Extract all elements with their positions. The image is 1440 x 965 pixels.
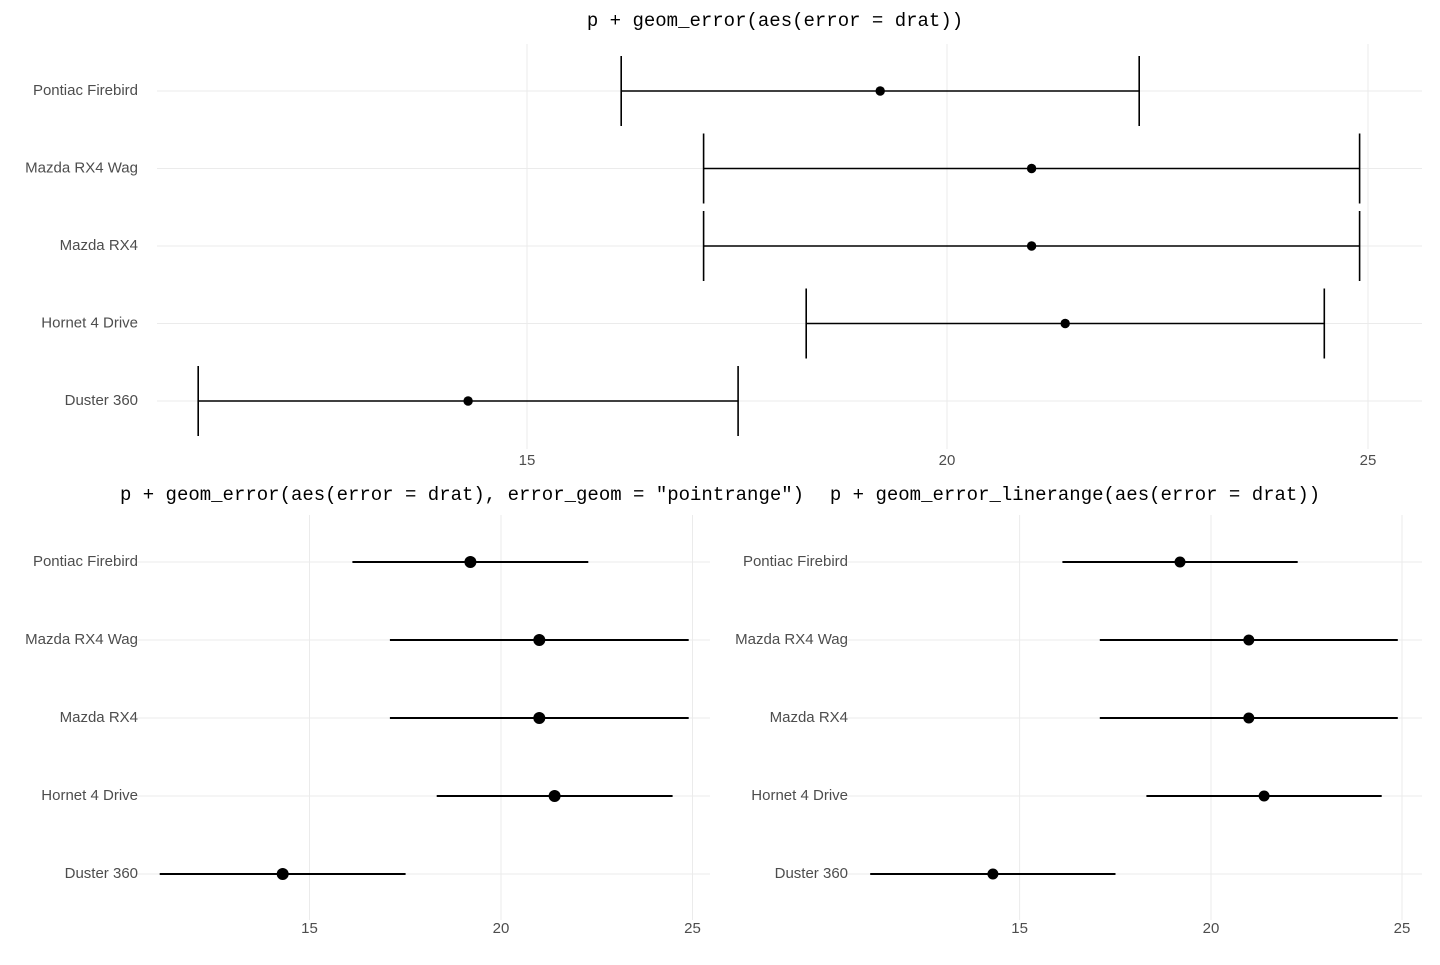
- svg-text:25: 25: [1360, 452, 1377, 469]
- svg-text:20: 20: [1203, 920, 1220, 937]
- svg-text:Mazda RX4 Wag: Mazda RX4 Wag: [25, 631, 138, 648]
- svg-text:Mazda RX4: Mazda RX4: [770, 709, 848, 726]
- svg-text:Duster 360: Duster 360: [65, 865, 138, 882]
- svg-text:p + geom_error(aes(error = dra: p + geom_error(aes(error = drat), error_…: [120, 484, 804, 506]
- svg-text:15: 15: [301, 920, 318, 937]
- svg-text:Duster 360: Duster 360: [775, 865, 848, 882]
- svg-text:Hornet 4 Drive: Hornet 4 Drive: [41, 787, 138, 804]
- svg-text:20: 20: [939, 452, 956, 469]
- svg-text:Hornet 4 Drive: Hornet 4 Drive: [41, 315, 138, 332]
- svg-text:Mazda RX4: Mazda RX4: [60, 237, 138, 254]
- svg-text:Mazda RX4 Wag: Mazda RX4 Wag: [25, 160, 138, 177]
- svg-text:15: 15: [1011, 920, 1028, 937]
- svg-text:p + geom_error(aes(error = dra: p + geom_error(aes(error = drat)): [587, 10, 963, 32]
- svg-text:15: 15: [519, 452, 536, 469]
- svg-text:20: 20: [493, 920, 510, 937]
- svg-text:25: 25: [1394, 920, 1411, 937]
- svg-text:Mazda RX4: Mazda RX4: [60, 709, 138, 726]
- svg-text:p + geom_error_linerange(aes(e: p + geom_error_linerange(aes(error = dra…: [830, 484, 1320, 506]
- svg-text:25: 25: [684, 920, 701, 937]
- svg-text:Duster 360: Duster 360: [65, 392, 138, 409]
- svg-text:Pontiac Firebird: Pontiac Firebird: [33, 553, 138, 570]
- svg-text:Hornet 4 Drive: Hornet 4 Drive: [751, 787, 848, 804]
- svg-text:Pontiac Firebird: Pontiac Firebird: [33, 82, 138, 99]
- svg-text:Mazda RX4 Wag: Mazda RX4 Wag: [735, 631, 848, 648]
- svg-text:Pontiac Firebird: Pontiac Firebird: [743, 553, 848, 570]
